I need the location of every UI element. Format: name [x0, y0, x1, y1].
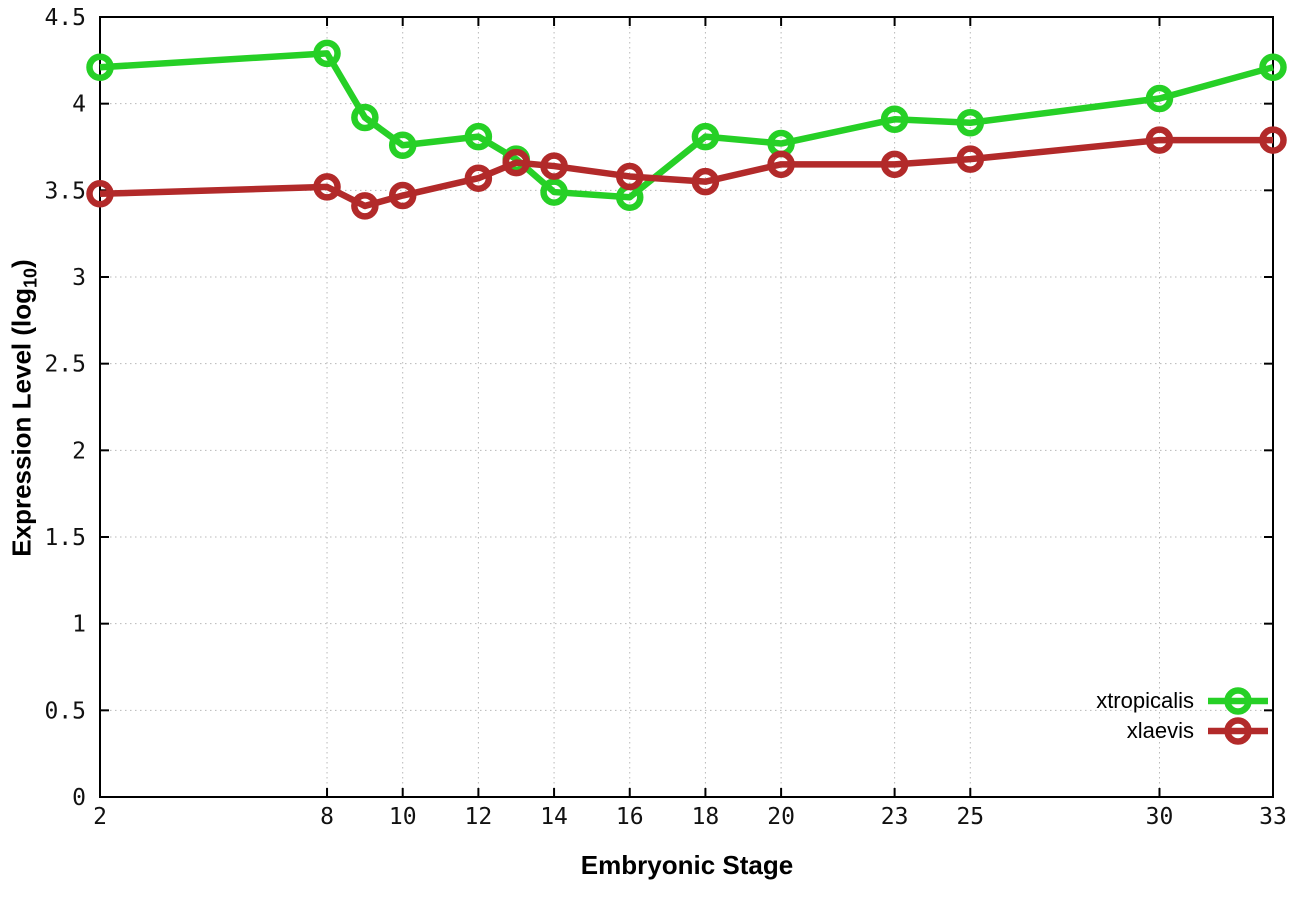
- x-tick-label: 18: [692, 804, 720, 830]
- data-point-xtropicalis: [388, 131, 417, 160]
- y-axis-title-close: ): [6, 259, 37, 268]
- y-axis-title-text: Expression Level (log10): [6, 259, 41, 556]
- data-point-xtropicalis: [1259, 53, 1287, 82]
- data-point-xlaevis: [767, 150, 795, 179]
- data-point-xlaevis: [86, 180, 114, 208]
- legend-label-xlaevis: xlaevis: [1126, 718, 1194, 743]
- y-tick-label: 1: [72, 612, 86, 638]
- x-axis-title: Embryonic Stage: [580, 850, 794, 880]
- plot-border: [99, 16, 1274, 798]
- y-axis-title-subscript: 10: [20, 267, 41, 288]
- data-point-xlaevis: [691, 167, 720, 196]
- data-point-xlaevis: [351, 192, 379, 220]
- y-tick-label: 3.5: [44, 178, 86, 204]
- x-tick-label: 10: [389, 804, 417, 830]
- y-tick-label: 0.5: [44, 698, 86, 724]
- y-tick-label: 4: [72, 92, 86, 118]
- y-tick-label: 2.5: [44, 352, 86, 378]
- x-tick-label: 16: [616, 804, 644, 830]
- data-point-xtropicalis: [691, 122, 720, 151]
- y-tick-label: 3: [72, 265, 86, 291]
- x-tick-label: 23: [881, 804, 909, 830]
- y-tick-label: 4.5: [44, 5, 86, 31]
- data-point-xlaevis: [540, 152, 568, 180]
- legend: xtropicalis xlaevis: [1096, 686, 1270, 746]
- x-tick-label: 30: [1146, 804, 1174, 830]
- data-point-xlaevis: [313, 173, 341, 201]
- x-tick-label: 33: [1259, 804, 1287, 830]
- data-point-xlaevis: [1259, 126, 1287, 154]
- legend-entry-xtropicalis: xtropicalis: [1096, 686, 1270, 716]
- y-tick-label: 0: [72, 785, 86, 811]
- data-point-xtropicalis: [351, 103, 379, 132]
- x-tick-label: 12: [465, 804, 493, 830]
- y-tick-label: 1.5: [44, 525, 86, 551]
- legend-label-xtropicalis: xtropicalis: [1096, 688, 1194, 713]
- data-point-xtropicalis: [1145, 84, 1174, 113]
- data-point-xtropicalis: [86, 53, 114, 82]
- series-line-xtropicalis: [99, 50, 1274, 201]
- x-tick-label: 20: [767, 804, 795, 830]
- data-point-xlaevis: [956, 145, 985, 173]
- data-point-xtropicalis: [956, 108, 985, 137]
- data-point-xtropicalis: [464, 122, 493, 151]
- data-point-xlaevis: [880, 150, 909, 179]
- data-point-xtropicalis: [880, 105, 909, 134]
- x-tick-label: 8: [320, 804, 334, 830]
- x-tick-label: 25: [956, 804, 984, 830]
- data-point-xlaevis: [388, 181, 417, 210]
- legend-entry-xlaevis: xlaevis: [1096, 716, 1270, 746]
- data-point-xlaevis: [615, 162, 644, 191]
- legend-line-marker-icon: [1208, 687, 1268, 715]
- data-point-xlaevis: [464, 164, 493, 192]
- x-tick-label: 2: [93, 804, 107, 830]
- y-axis-title-main: Expression Level (log: [6, 287, 37, 557]
- data-point-xlaevis: [502, 148, 530, 177]
- data-point-xtropicalis: [313, 39, 341, 68]
- y-tick-label: 2: [72, 438, 86, 464]
- data-point-xlaevis: [1145, 126, 1174, 154]
- legend-line-marker-icon: [1208, 717, 1268, 745]
- x-tick-label: 14: [540, 804, 568, 830]
- data-point-xtropicalis: [540, 178, 568, 206]
